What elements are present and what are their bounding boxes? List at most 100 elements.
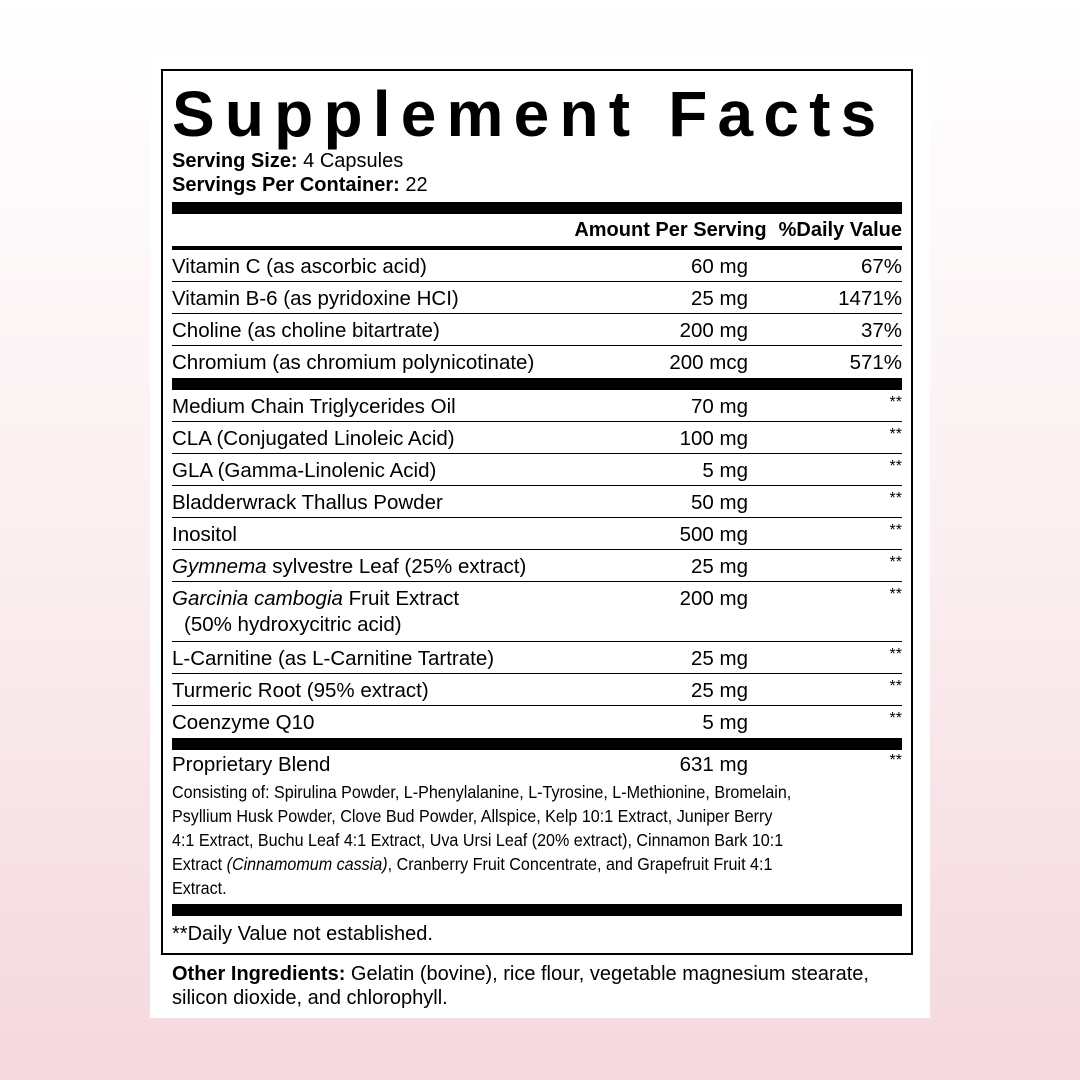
ingredients-table: Medium Chain Triglycerides Oil 70 mg ** CLA… [172, 390, 902, 738]
nutrient-dv: 37% [860, 319, 902, 342]
nutrient-amount: 500 mg [679, 523, 748, 546]
table-row: Vitamin C (as ascorbic acid) 60 mg 67% [172, 250, 902, 282]
nutrient-name-text: Inositol [172, 523, 237, 546]
other-ingredients-value: Gelatin (bovine), rice flour, vegetable … [172, 963, 869, 1009]
nutrient-amount: 50 mg [691, 491, 748, 514]
nutrient-name: Inositol [172, 522, 588, 548]
table-row: GLA (Gamma-Linolenic Acid) 5 mg ** [172, 454, 902, 486]
nutrient-dv: ** [889, 458, 902, 475]
nutrient-dv: ** [889, 646, 902, 663]
label-panel: Supplement Facts Serving Size: 4 Capsule… [150, 58, 930, 1018]
amount-header: Amount Per Serving [574, 218, 767, 241]
nutrient-name: Turmeric Root (95% extract) [172, 678, 588, 704]
divider-bar [172, 378, 902, 390]
nutrient-name: L-Carnitine (as L-Carnitine Tartrate) [172, 646, 588, 672]
nutrient-name: Coenzyme Q10 [172, 710, 588, 736]
nutrient-amount: 60 mg [691, 255, 748, 278]
nutrient-name-italic: Gymnema [172, 555, 267, 578]
nutrient-name: Bladderwrack Thallus Powder [172, 490, 588, 516]
table-row: Medium Chain Triglycerides Oil 70 mg ** [172, 390, 902, 422]
table-row: Inositol 500 mg ** [172, 518, 902, 550]
footnote: **Daily Value not established. [172, 923, 433, 945]
table-row: L-Carnitine (as L-Carnitine Tartrate) 25 … [172, 642, 902, 674]
nutrient-dv: ** [889, 426, 902, 443]
nutrient-dv: ** [889, 678, 902, 695]
nutrient-name-text: Medium Chain Triglycerides Oil [172, 395, 456, 418]
column-header: Amount Per Serving %Daily Value [172, 214, 902, 250]
nutrient-name: GLA (Gamma-Linolenic Acid) [172, 458, 588, 484]
nutrient-name: Vitamin C (as ascorbic acid) [172, 254, 588, 280]
nutrient-name-text: Chromium (as chromium polynicotinate) [172, 351, 535, 374]
table-row: Vitamin B-6 (as pyridoxine HCI) 25 mg 1471… [172, 282, 902, 314]
nutrient-amount: 200 mg [679, 319, 748, 342]
other-ingredients: Other Ingredients: Gelatin (bovine), ric… [172, 962, 912, 1010]
nutrient-name-text: sylvestre Leaf (25% extract) [266, 555, 527, 578]
nutrient-name-italic: Garcinia cambogia [172, 587, 343, 610]
nutrient-amount: 25 mg [691, 647, 748, 670]
dv-header: %Daily Value [778, 218, 902, 241]
servings-value: 22 [405, 174, 428, 196]
table-row: Chromium (as chromium polynicotinate) 200… [172, 346, 902, 378]
blend-amount: 631 mg [679, 753, 748, 776]
blend-row: Proprietary Blend 631 mg ** [172, 750, 902, 780]
nutrient-dv: ** [889, 522, 902, 539]
blend-text-italic: (Cinnamomum cassia) [226, 854, 388, 874]
nutrient-amount: 5 mg [702, 711, 748, 734]
label-title: Supplement Facts [172, 78, 887, 150]
nutrient-name-text: Fruit Extract [342, 587, 460, 610]
divider-bar [172, 904, 902, 916]
nutrient-name: CLA (Conjugated Linoleic Acid) [172, 426, 588, 452]
nutrient-name: Garcinia cambogia Fruit Extract (50% hydr… [172, 586, 588, 638]
table-row: Garcinia cambogia Fruit Extract (50% hydr… [172, 582, 902, 642]
nutrient-dv: ** [889, 586, 902, 603]
nutrient-name: Gymnema sylvestre Leaf (25% extract) [172, 554, 588, 580]
nutrient-name-sub: (50% hydroxycitric acid) [184, 613, 402, 636]
nutrient-amount: 25 mg [691, 287, 748, 310]
divider-bar [172, 202, 902, 214]
nutrient-dv: ** [889, 554, 902, 571]
nutrient-name-text: GLA (Gamma-Linolenic Acid) [172, 459, 437, 482]
table-row: Coenzyme Q10 5 mg ** [172, 706, 902, 738]
nutrient-name-text: Coenzyme Q10 [172, 711, 315, 734]
nutrient-dv: 1471% [838, 287, 902, 310]
serving-size-label: Serving Size: [172, 150, 298, 172]
nutrient-name-text: Turmeric Root (95% extract) [172, 679, 429, 702]
nutrient-amount: 200 mcg [669, 351, 748, 374]
blend-dv: ** [889, 752, 902, 769]
nutrient-name-text: Choline (as choline bitartrate) [172, 319, 440, 342]
table-row: CLA (Conjugated Linoleic Acid) 100 mg ** [172, 422, 902, 454]
nutrient-amount: 25 mg [691, 555, 748, 578]
nutrient-name-text: Vitamin C (as ascorbic acid) [172, 255, 427, 278]
nutrient-amount: 5 mg [702, 459, 748, 482]
nutrient-name: Vitamin B-6 (as pyridoxine HCI) [172, 286, 588, 312]
divider-bar [172, 738, 902, 750]
nutrient-dv: ** [889, 394, 902, 411]
nutrient-dv: 571% [849, 351, 902, 374]
servings-label: Servings Per Container: [172, 174, 400, 196]
blend-name: Proprietary Blend [172, 753, 331, 776]
nutrient-dv: ** [889, 710, 902, 727]
table-row: Turmeric Root (95% extract) 25 mg ** [172, 674, 902, 706]
table-row: Gymnema sylvestre Leaf (25% extract) 25 m… [172, 550, 902, 582]
nutrient-name-text: CLA (Conjugated Linoleic Acid) [172, 427, 455, 450]
blend-text-end: , Cranberry Fruit Concentrate, and Grape… [172, 854, 773, 898]
nutrient-dv: ** [889, 490, 902, 507]
nutrient-name: Chromium (as chromium polynicotinate) [172, 350, 588, 376]
table-row: Choline (as choline bitartrate) 200 mg 37% [172, 314, 902, 346]
blend-description: Consisting of: Spirulina Powder, L-Pheny… [172, 780, 798, 904]
nutrient-amount: 25 mg [691, 679, 748, 702]
nutrient-name: Choline (as choline bitartrate) [172, 318, 588, 344]
serving-size: Serving Size: 4 Capsules [172, 149, 902, 173]
nutrient-amount: 200 mg [679, 587, 748, 610]
nutrient-name-text: Bladderwrack Thallus Powder [172, 491, 443, 514]
nutrient-amount: 70 mg [691, 395, 748, 418]
supplement-facts-box: Supplement Facts Serving Size: 4 Capsule… [161, 69, 913, 955]
nutrient-name: Medium Chain Triglycerides Oil [172, 394, 588, 420]
nutrient-amount: 100 mg [679, 427, 748, 450]
serving-size-value: 4 Capsules [303, 150, 404, 172]
other-ingredients-label: Other Ingredients: [172, 963, 346, 985]
nutrient-dv: 67% [860, 255, 902, 278]
nutrient-name-text: L-Carnitine (as L-Carnitine Tartrate) [172, 647, 495, 670]
servings-per-container: Servings Per Container: 22 [172, 173, 902, 197]
blend-text: Consisting of: Spirulina Powder, L-Pheny… [172, 782, 792, 874]
